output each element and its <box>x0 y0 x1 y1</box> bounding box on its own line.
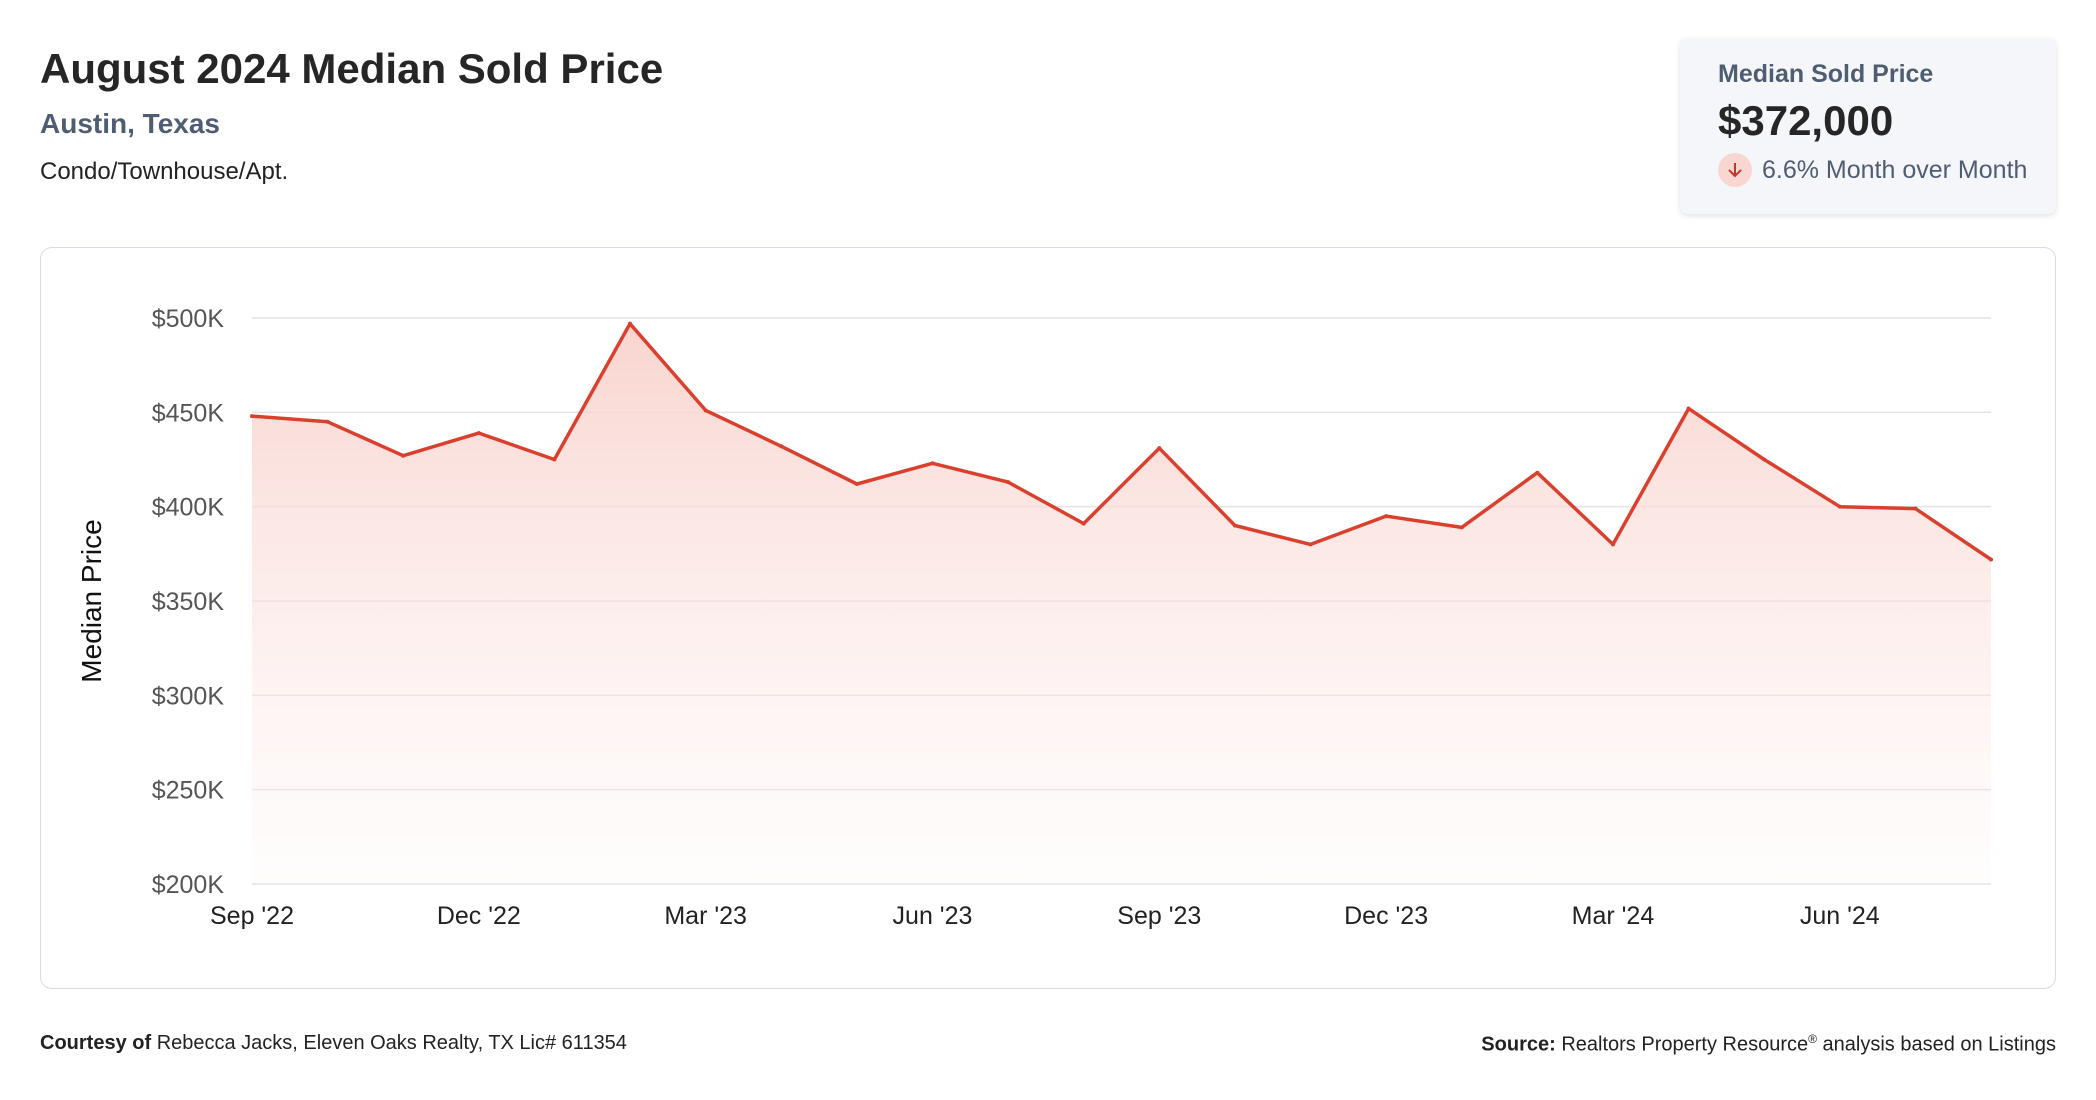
price-line <box>251 321 1992 561</box>
courtesy-footer: Courtesy of Rebecca Jacks, Eleven Oaks R… <box>40 1032 627 1055</box>
x-tick-label: Jun '23 <box>893 902 973 930</box>
data-point[interactable] <box>1459 525 1464 530</box>
data-point[interactable] <box>1686 406 1691 411</box>
data-point[interactable] <box>1610 542 1615 547</box>
chart-panel: $200K $250K $300K $350K $400K $450K $500K Sep … <box>40 247 2056 989</box>
courtesy-text: Rebecca Jacks, Eleven Oaks Realty, TX Li… <box>156 1032 627 1054</box>
y-axis-ticks: $200K $250K $300K $350K $400K $450K $500K <box>152 305 225 899</box>
summary-card: Median Sold Price $372,000 6.6% Month ov… <box>1680 38 2056 214</box>
data-point[interactable] <box>930 461 935 466</box>
data-point[interactable] <box>854 482 859 487</box>
data-point[interactable] <box>476 431 481 436</box>
data-point[interactable] <box>1232 523 1237 528</box>
summary-change: 6.6% Month over Month <box>1718 153 2056 187</box>
source-text-b: analysis based on Listings <box>1822 1033 2056 1056</box>
price-area-fill <box>252 323 1991 884</box>
x-tick-label: Dec '22 <box>437 902 521 930</box>
registered-mark: ® <box>1808 1032 1817 1046</box>
data-point[interactable] <box>1837 504 1842 509</box>
data-point[interactable] <box>552 457 557 462</box>
x-tick-label: Mar '23 <box>664 902 747 930</box>
data-point[interactable] <box>325 419 330 424</box>
price-series <box>250 321 1993 884</box>
y-tick-label: $400K <box>152 494 225 522</box>
data-point[interactable] <box>1081 521 1086 526</box>
y-tick-label: $200K <box>152 871 225 899</box>
median-price-chart: $200K $250K $300K $350K $400K $450K $500K Sep … <box>76 305 1993 930</box>
y-tick-label: $450K <box>152 399 225 427</box>
data-point[interactable] <box>1535 470 1540 475</box>
data-point[interactable] <box>1384 514 1389 519</box>
page-title: August 2024 Median Sold Price <box>40 45 664 92</box>
data-point[interactable] <box>1913 506 1918 511</box>
y-tick-label: $500K <box>152 305 225 333</box>
data-point[interactable] <box>1762 457 1767 462</box>
source-footer: Source: Realtors Property Resource® anal… <box>1481 1032 2056 1057</box>
summary-label: Median Sold Price <box>1718 60 1934 88</box>
summary-value: $372,000 <box>1718 97 1894 144</box>
data-point[interactable] <box>1308 542 1313 547</box>
y-axis-label: Median Price <box>76 519 107 682</box>
x-tick-label: Mar '24 <box>1572 902 1655 930</box>
summary-change-text: 6.6% Month over Month <box>1762 155 2028 184</box>
y-tick-label: $250K <box>152 777 225 805</box>
x-tick-label: Sep '22 <box>210 902 294 930</box>
source-label: Source: <box>1481 1033 1556 1056</box>
header: August 2024 Median Sold Price Austin, Te… <box>40 44 663 186</box>
data-point[interactable] <box>1006 480 1011 485</box>
data-point[interactable] <box>628 321 633 326</box>
data-point[interactable] <box>1157 446 1162 451</box>
data-point[interactable] <box>401 453 406 458</box>
data-point[interactable] <box>1989 557 1993 562</box>
x-tick-label: Sep '23 <box>1117 902 1201 930</box>
data-point[interactable] <box>250 414 254 419</box>
x-tick-label: Dec '23 <box>1344 902 1428 930</box>
data-point[interactable] <box>703 408 708 413</box>
y-tick-label: $300K <box>152 682 225 710</box>
source-text-a: Realtors Property Resource <box>1561 1033 1809 1056</box>
property-type-label: Condo/Townhouse/Apt. <box>40 158 289 186</box>
courtesy-label: Courtesy of <box>40 1032 152 1054</box>
x-axis-ticks: Sep '22 Dec '22 Mar '23 Jun '23 Sep '23 Dec '… <box>210 902 1880 930</box>
x-tick-label: Jun '24 <box>1800 902 1880 930</box>
arrow-down-icon <box>1718 153 1752 187</box>
location-label: Austin, Texas <box>40 108 220 140</box>
y-tick-label: $350K <box>152 588 225 616</box>
data-point[interactable] <box>779 444 784 449</box>
